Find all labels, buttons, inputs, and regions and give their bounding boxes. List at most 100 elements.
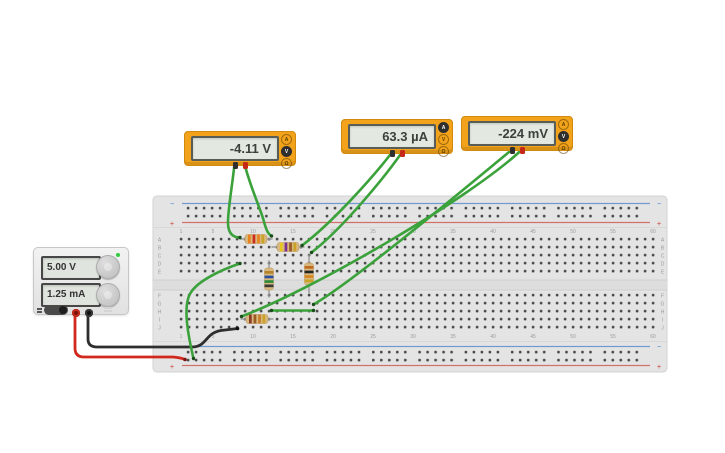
breadboard-label: 25: [370, 229, 376, 235]
power-supply-current-display: 1.25 mA: [41, 283, 101, 307]
positive-terminal[interactable]: [72, 309, 80, 317]
multimeter-3-mode-amps-button[interactable]: A: [558, 119, 569, 130]
breadboard-label: 35: [450, 229, 456, 235]
multimeter-1-red-terminal[interactable]: [243, 162, 248, 169]
resistor-2[interactable]: [271, 242, 305, 252]
resistor-color-band: [304, 266, 314, 269]
breadboard-label: +: [657, 221, 661, 228]
resistor-color-band: [280, 242, 283, 252]
breadboard-label: B: [158, 246, 162, 252]
breadboard-label: 1: [180, 334, 183, 340]
multimeter-2-display: 63.3 µA: [348, 124, 436, 149]
multimeter-2-mode-volts-button[interactable]: V: [438, 134, 449, 145]
multimeter-1-mode-ohms-button[interactable]: Ω: [281, 158, 292, 169]
resistor-4[interactable]: [304, 254, 314, 294]
breadboard-label: 45: [530, 334, 536, 340]
breadboard-label: −: [170, 201, 174, 208]
breadboard-label: 60: [650, 334, 656, 340]
multimeter-3-reading: -224 mV: [498, 126, 548, 141]
breadboard-label: B: [661, 246, 665, 252]
power-supply[interactable]: 5.00 V 1.25 mA: [33, 247, 129, 317]
breadboard-label: J: [661, 326, 664, 332]
multimeter-2-mode-ohms-button[interactable]: Ω: [438, 146, 449, 157]
resistor-color-band: [262, 314, 266, 324]
resistor-color-band: [264, 284, 274, 288]
breadboard-label: 15: [290, 229, 296, 235]
breadboard-label: +: [170, 364, 174, 371]
voltage-knob[interactable]: [96, 255, 120, 279]
multimeter-3-black-terminal[interactable]: [510, 147, 515, 154]
resistor-color-band: [257, 234, 260, 244]
negative-terminal[interactable]: [85, 309, 93, 317]
breadboard-label: +: [170, 221, 174, 228]
multimeter-3-display: -224 mV: [468, 121, 556, 146]
resistor-color-band: [264, 271, 274, 274]
breadboard-label: G: [158, 302, 162, 308]
breadboard-label: 60: [650, 229, 656, 235]
multimeter-3-mode-volts-button[interactable]: V: [558, 131, 569, 142]
resistor-color-band: [261, 234, 265, 244]
breadboard-label: 5: [212, 229, 215, 235]
bottom-rail-holes: [186, 350, 648, 363]
multimeter-3[interactable]: -224 mV A V Ω: [461, 116, 573, 154]
resistor-color-band: [284, 242, 288, 252]
breadboard-label: 45: [530, 229, 536, 235]
wires: [73, 148, 523, 361]
multimeter-1-reading: -4.11 V: [229, 141, 271, 156]
resistor-color-band: [248, 234, 251, 244]
resistor-color-band: [289, 242, 292, 252]
wire-power-supply-negative[interactable]: [86, 311, 239, 349]
resistor-color-band: [252, 234, 256, 244]
current-knob[interactable]: [96, 283, 120, 307]
wire-multimeter3-red-probe[interactable]: [240, 148, 523, 318]
resistor-1[interactable]: [239, 234, 273, 244]
breadboard[interactable]: [152, 195, 668, 373]
wire-multimeter2-black-probe[interactable]: [300, 151, 393, 247]
breadboard-label: J: [158, 326, 161, 332]
breadboard-label: E: [661, 270, 665, 276]
power-switch[interactable]: [44, 305, 68, 315]
breadboard-label: 10: [250, 334, 256, 340]
multimeter-2-red-terminal[interactable]: [400, 150, 405, 157]
wire-tips: [183, 234, 316, 362]
multimeter-1-mode-amps-button[interactable]: A: [281, 134, 292, 145]
breadboard-label: G: [661, 302, 665, 308]
breadboard-label: A: [158, 238, 162, 244]
power-switch-icon: [37, 308, 42, 310]
multimeter-2-reading: 63.3 µA: [382, 129, 428, 144]
multimeter-2[interactable]: 63.3 µA A V Ω: [341, 119, 453, 157]
wire-multimeter1-black-probe[interactable]: [226, 162, 242, 239]
multimeter-2-mode-amps-button[interactable]: A: [438, 122, 449, 133]
breadboard-label: 35: [450, 334, 456, 340]
breadboard-label: D: [661, 262, 665, 268]
breadboard-label: E: [158, 270, 162, 276]
wire-multimeter2-red-probe[interactable]: [310, 151, 403, 254]
wire-power-supply-positive[interactable]: [73, 311, 187, 361]
wire-multimeter1-red-probe[interactable]: [243, 162, 273, 238]
resistor-5[interactable]: [240, 314, 274, 324]
grid-holes-rows-f-j: [178, 291, 656, 331]
breadboard-label: 15: [290, 334, 296, 340]
breadboard-label: 10: [250, 229, 256, 235]
multimeter-1-mode-volts-button[interactable]: V: [281, 146, 292, 157]
breadboard-label: H: [158, 310, 162, 316]
breadboard-label: 50: [570, 334, 576, 340]
breadboard-label: 20: [330, 334, 336, 340]
multimeter-3-mode-ohms-button[interactable]: Ω: [558, 143, 569, 154]
multimeter-1-black-terminal[interactable]: [233, 162, 238, 169]
top-rail-holes: [186, 206, 648, 219]
resistor-3[interactable]: [264, 260, 274, 298]
breadboard-label: 30: [410, 334, 416, 340]
resistor-color-band: [304, 275, 314, 278]
breadboard-label: H: [661, 310, 665, 316]
breadboard-label: 40: [490, 229, 496, 235]
wire-multimeter3-black-probe[interactable]: [312, 148, 513, 306]
breadboard-label: 55: [610, 229, 616, 235]
multimeter-2-black-terminal[interactable]: [390, 150, 395, 157]
multimeter-3-red-terminal[interactable]: [520, 147, 525, 154]
multimeter-1[interactable]: -4.11 V A V Ω: [184, 131, 296, 169]
wire-positive-rail-to-grid[interactable]: [185, 262, 242, 360]
breadboard-label: A: [661, 238, 665, 244]
breadboard-label: F: [661, 294, 664, 300]
